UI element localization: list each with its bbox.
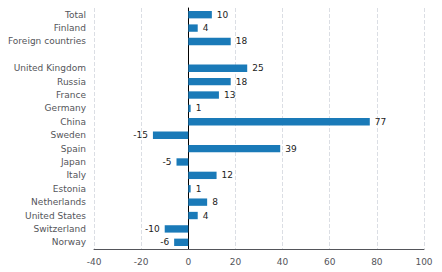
svg-text:12: 12	[222, 170, 233, 180]
svg-text:39: 39	[285, 144, 297, 154]
svg-text:-15: -15	[133, 130, 148, 140]
svg-text:Norway: Norway	[52, 237, 87, 247]
svg-text:United States: United States	[25, 211, 86, 221]
svg-text:60: 60	[324, 257, 336, 267]
svg-text:4: 4	[203, 211, 209, 221]
svg-text:Japan: Japan	[60, 157, 86, 167]
svg-text:Sweden: Sweden	[50, 130, 86, 140]
svg-text:100: 100	[415, 257, 432, 267]
svg-text:1: 1	[196, 184, 202, 194]
svg-text:Germany: Germany	[45, 103, 87, 113]
svg-text:80: 80	[371, 257, 383, 267]
svg-text:10: 10	[217, 10, 229, 20]
svg-text:Italy: Italy	[66, 170, 86, 180]
svg-text:Total: Total	[64, 10, 86, 20]
svg-text:Finland: Finland	[54, 23, 86, 33]
svg-text:Switzerland: Switzerland	[33, 224, 86, 234]
svg-text:United Kingdom: United Kingdom	[14, 63, 86, 73]
svg-text:8: 8	[212, 197, 218, 207]
svg-text:-20: -20	[134, 257, 149, 267]
svg-text:77: 77	[375, 117, 386, 127]
svg-text:Spain: Spain	[61, 144, 86, 154]
svg-text:Estonia: Estonia	[53, 184, 86, 194]
svg-text:-5: -5	[163, 157, 172, 167]
svg-text:1: 1	[196, 103, 202, 113]
svg-text:-10: -10	[145, 224, 160, 234]
svg-text:18: 18	[236, 77, 248, 87]
svg-text:France: France	[56, 90, 86, 100]
svg-text:-40: -40	[87, 257, 102, 267]
svg-text:Russia: Russia	[57, 77, 86, 87]
svg-text:18: 18	[236, 36, 248, 46]
svg-text:0: 0	[185, 257, 191, 267]
svg-text:40: 40	[277, 257, 289, 267]
svg-text:25: 25	[252, 63, 263, 73]
svg-text:China: China	[60, 117, 86, 127]
svg-text:Foreign countries: Foreign countries	[8, 36, 86, 46]
svg-text:Netherlands: Netherlands	[31, 197, 86, 207]
svg-text:20: 20	[230, 257, 242, 267]
svg-text:4: 4	[203, 23, 209, 33]
svg-text:13: 13	[224, 90, 235, 100]
svg-text:-6: -6	[160, 237, 169, 247]
